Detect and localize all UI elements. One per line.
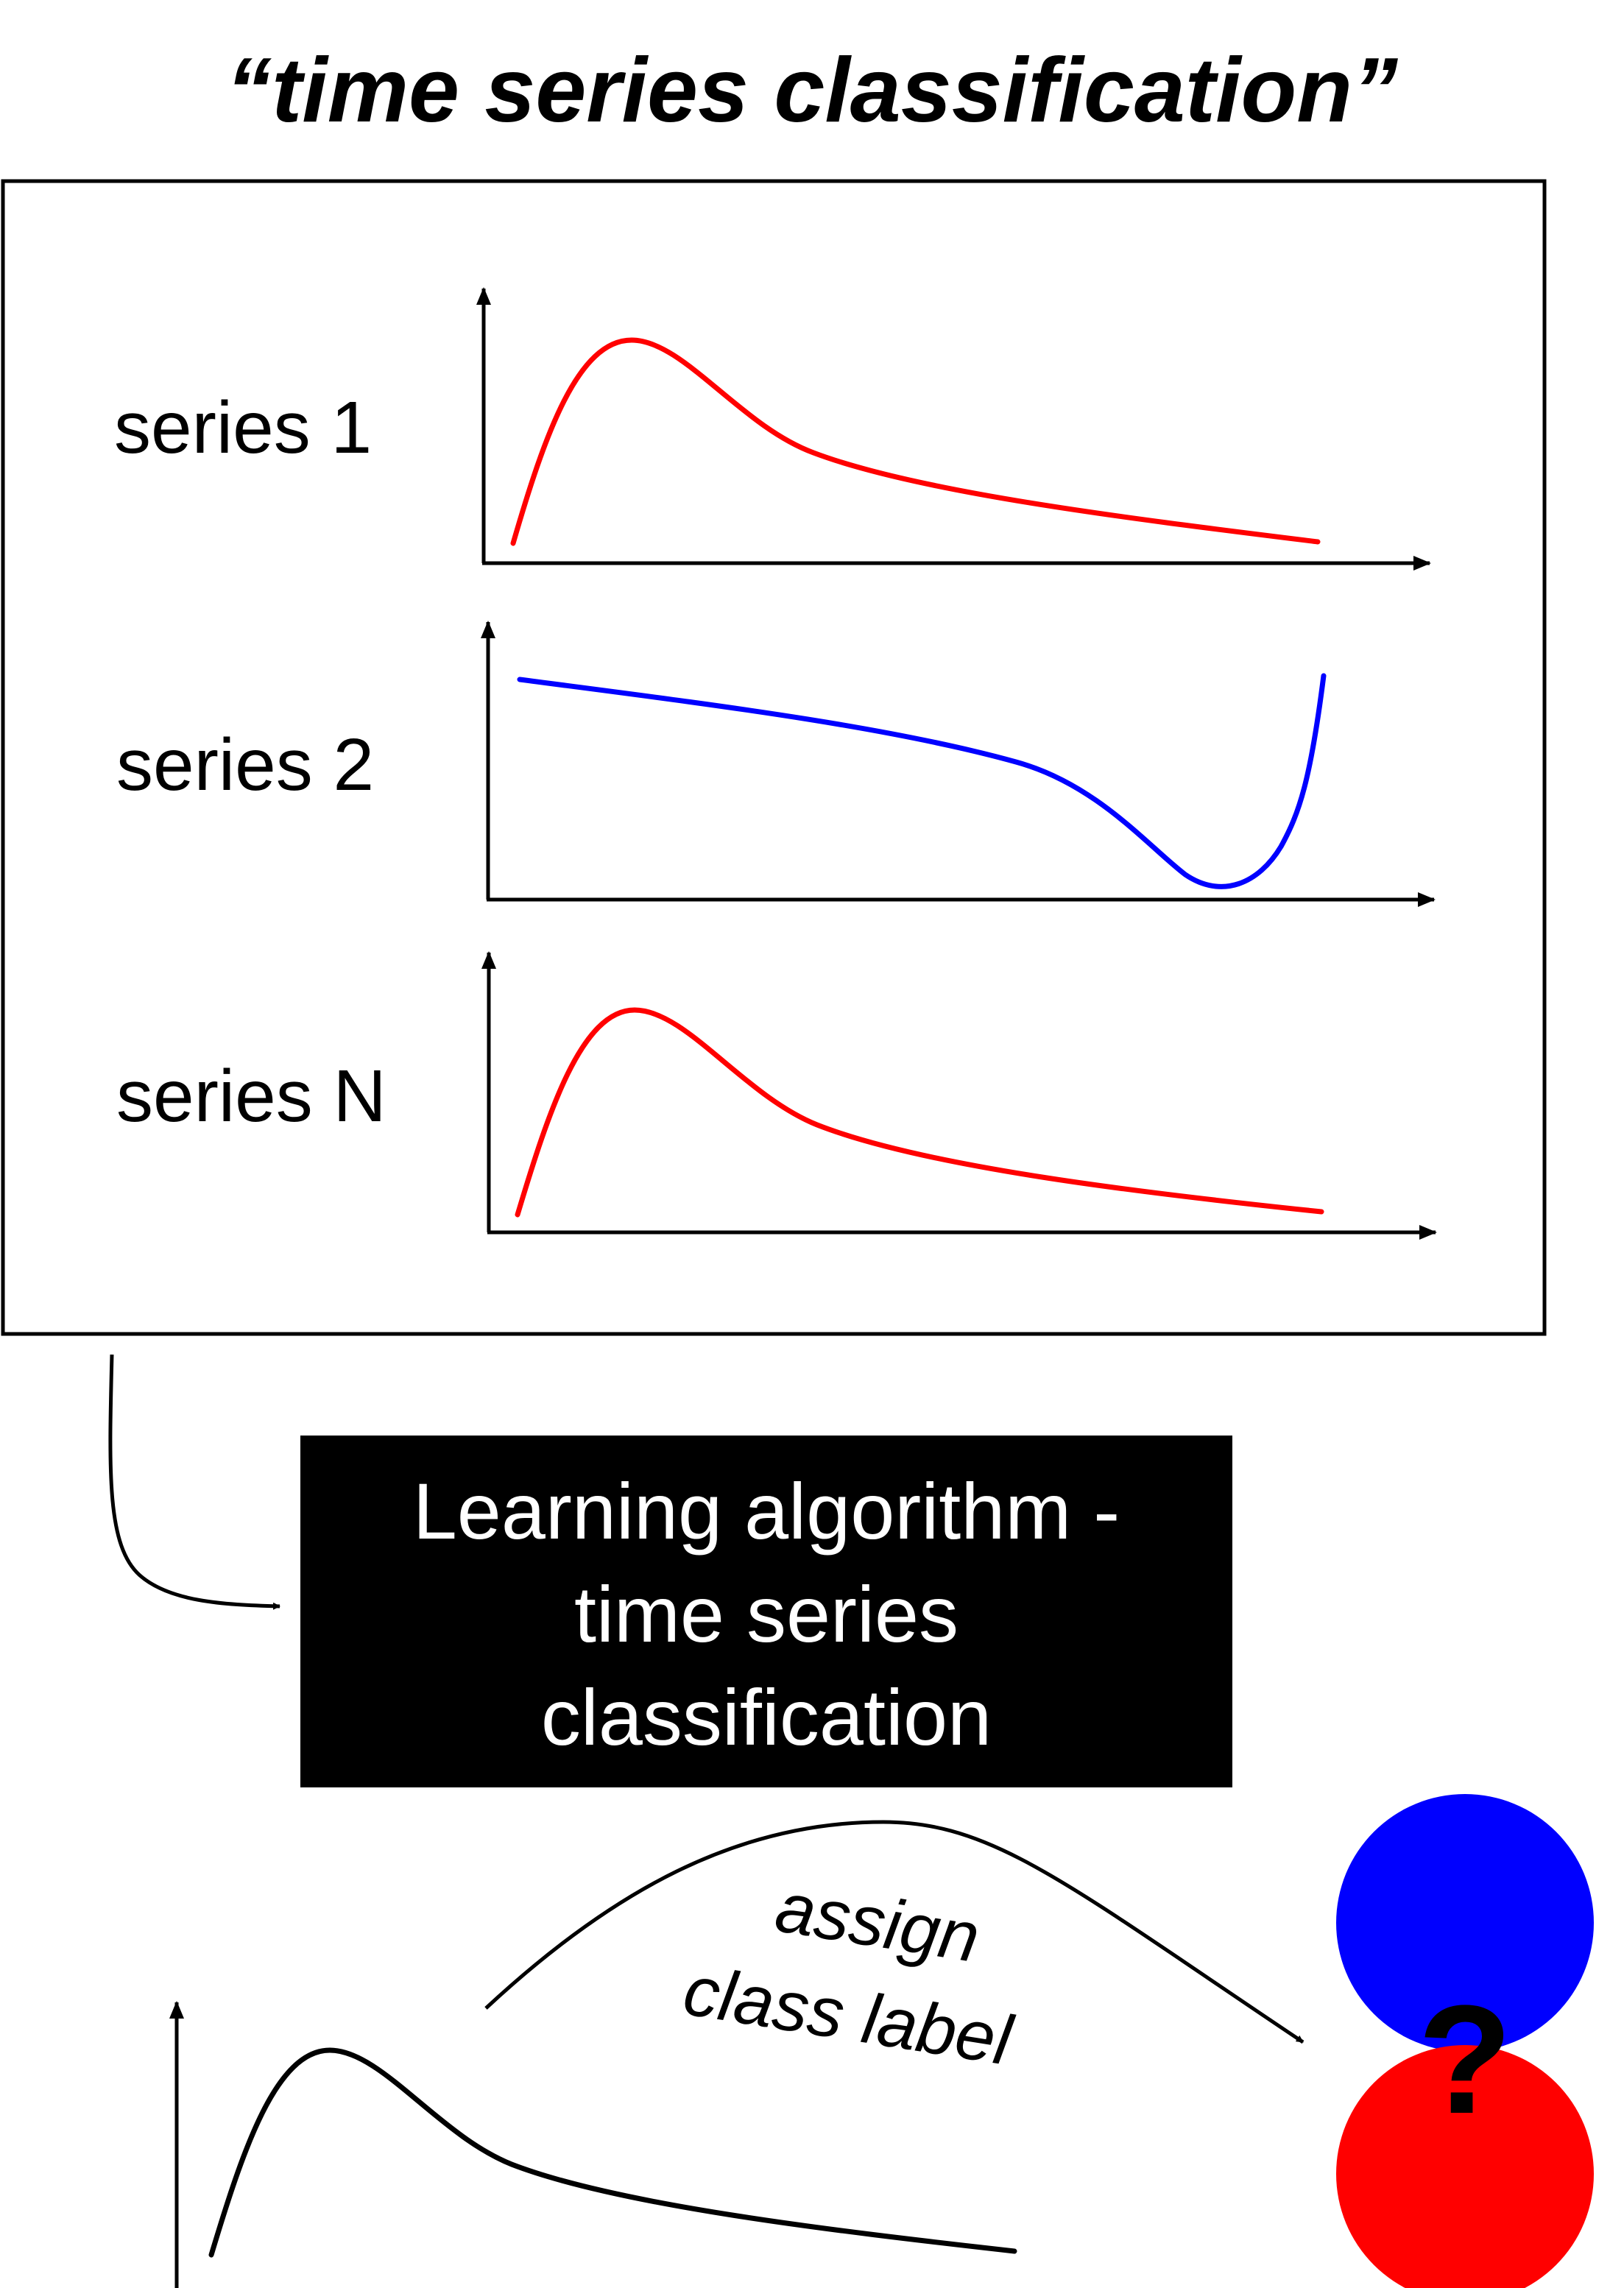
query-series [169,2001,1017,2288]
diagram-title: “time series classification” [226,40,1398,141]
series-1-axes [476,287,1431,571]
blue-class-circle [1336,1794,1594,2052]
series-2-axes [481,621,1436,907]
algorithm-line-1: Learning algorithm - [413,1466,1120,1556]
series-1-row: series 1 [114,287,1431,571]
training-set-box [1,179,1547,1336]
red-class-circle [1336,2045,1594,2288]
series-1-label: series 1 [114,386,372,469]
algorithm-line-2: time series [574,1570,958,1659]
series-n-label: series N [116,1055,386,1137]
assign-label-line-1: assign [771,1868,985,1977]
series-1-curve [510,337,1321,546]
query-series-curve [208,2047,1017,2258]
series-2-label: series 2 [116,724,374,806]
training-to-algorithm-arrow [108,1354,280,1610]
series-2-row: series 2 [116,621,1436,907]
series-n-axes [481,951,1437,1240]
question-mark: ? [1418,1973,1512,2146]
algorithm-line-3: classification [541,1673,992,1762]
query-series-axes [169,2001,184,2288]
series-2-curve [517,673,1327,889]
learning-algorithm-box: Learning algorithm - time series classif… [300,1436,1232,1787]
series-n-row: series N [116,951,1437,1240]
assign-class-arrow [484,1820,1305,2044]
series-n-curve [515,1007,1324,1218]
